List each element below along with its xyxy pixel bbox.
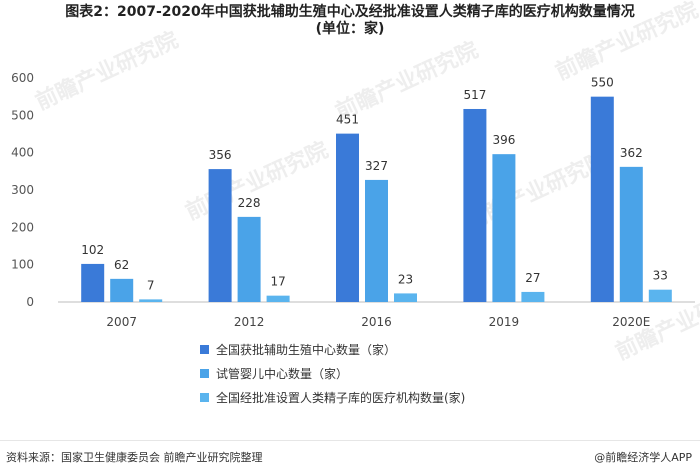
data-label: 517 xyxy=(463,88,486,102)
y-tick-label: 0 xyxy=(26,295,34,309)
brand-note: @前瞻经济学人APP xyxy=(594,451,692,464)
footer: 资料来源：国家卫生健康委员会 前瞻产业研究院整理 @前瞻经济学人APP xyxy=(0,440,700,470)
bar-2 xyxy=(365,179,388,302)
legend-label-3: 全国经批准设置人类精子库的医疗机构数量(家) xyxy=(216,391,466,405)
legend-item-3: 全国经批准设置人类精子库的医疗机构数量(家) xyxy=(200,390,465,414)
bar-3 xyxy=(266,295,290,302)
bar-2 xyxy=(492,154,516,302)
x-tick-label: 2019 xyxy=(489,315,520,329)
bar-3 xyxy=(521,291,545,302)
bar-1 xyxy=(208,169,232,302)
bar-1 xyxy=(336,133,359,302)
data-label: 27 xyxy=(525,271,540,285)
legend-swatch-3 xyxy=(200,393,209,402)
data-label: 33 xyxy=(653,269,668,283)
bar-2 xyxy=(619,166,643,302)
y-tick-label: 100 xyxy=(11,258,34,272)
chart-title: 图表2：2007-2020年中国获批辅助生殖中心及经批准设置人类精子库的医疗机构… xyxy=(0,4,700,38)
bar-3 xyxy=(394,293,417,302)
source-note: 资料来源：国家卫生健康委员会 前瞻产业研究院整理 xyxy=(6,451,263,464)
y-tick-label: 300 xyxy=(11,183,34,197)
chart-title-line1: 图表2：2007-2020年中国获批辅助生殖中心及经批准设置人类精子库的医疗机构… xyxy=(65,4,635,20)
x-tick-label: 2012 xyxy=(234,315,265,329)
watermark-text: 前瞻产业研究院 xyxy=(182,137,333,226)
chart-title-line2: (单位：家) xyxy=(315,21,385,37)
legend-swatch-2 xyxy=(200,369,209,378)
data-label: 7 xyxy=(147,278,155,292)
legend-label-1: 全国获批辅助生殖中心数量（家） xyxy=(216,343,397,357)
data-label: 17 xyxy=(270,275,285,289)
bar-3 xyxy=(648,289,672,302)
data-label: 62 xyxy=(114,258,129,272)
bar-2 xyxy=(110,278,134,302)
watermark-text: 前瞻产业研究院 xyxy=(32,27,183,116)
legend-label-2: 试管婴儿中心数量（家） xyxy=(216,367,349,381)
legend-swatch-1 xyxy=(200,345,209,354)
y-tick-label: 600 xyxy=(11,71,34,85)
data-label: 550 xyxy=(591,76,614,90)
y-tick-label: 500 xyxy=(11,108,34,122)
watermark-text: 前瞻产业研究院 xyxy=(552,0,700,85)
data-label: 451 xyxy=(336,113,359,127)
legend: 全国获批辅助生殖中心数量（家） 试管婴儿中心数量（家） 全国经批准设置人类精子库… xyxy=(200,342,465,414)
y-tick-label: 200 xyxy=(11,220,34,234)
bar-1 xyxy=(590,96,614,303)
bar-1 xyxy=(81,263,105,302)
data-label: 356 xyxy=(209,148,232,162)
y-tick-label: 400 xyxy=(11,146,34,160)
legend-item-1: 全国获批辅助生殖中心数量（家） xyxy=(200,342,465,366)
data-label: 362 xyxy=(620,146,643,160)
data-label: 23 xyxy=(398,272,413,286)
bar-2 xyxy=(237,216,261,302)
data-label: 327 xyxy=(365,159,388,173)
legend-item-2: 试管婴儿中心数量（家） xyxy=(200,366,465,390)
x-tick-label: 2020E xyxy=(612,315,650,329)
data-label: 396 xyxy=(492,133,515,147)
data-label: 228 xyxy=(238,196,261,210)
x-tick-label: 2016 xyxy=(361,315,392,329)
bar-3 xyxy=(139,299,163,302)
data-label: 102 xyxy=(81,243,104,257)
bar-1 xyxy=(463,108,487,302)
x-tick-label: 2007 xyxy=(106,315,137,329)
